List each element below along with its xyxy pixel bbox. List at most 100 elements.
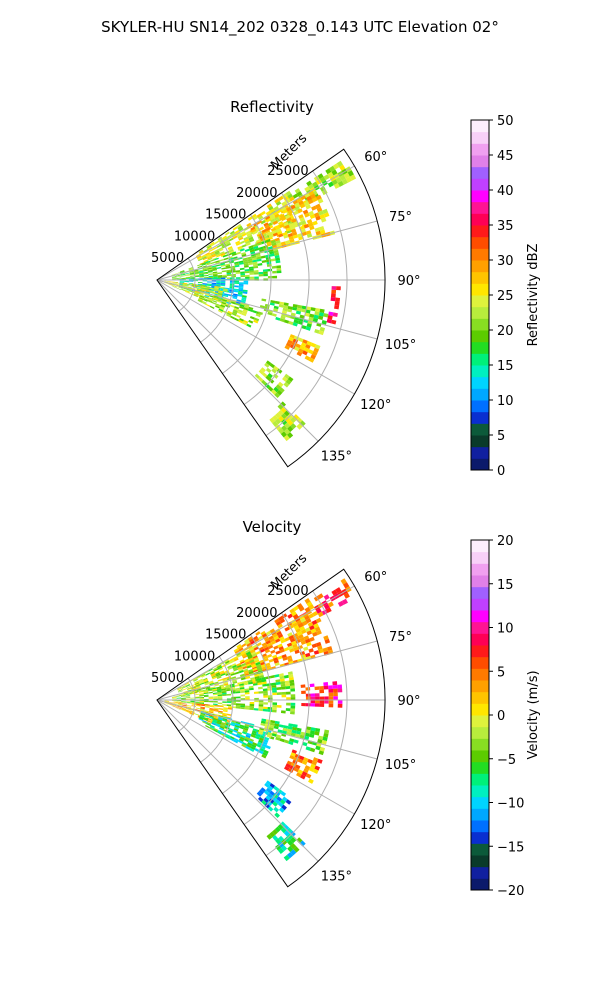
echo-cell: [303, 614, 310, 621]
echo-cell: [319, 700, 325, 704]
echo-cell: [232, 729, 238, 734]
colorbar-label: Velocity (m/s): [526, 670, 541, 759]
colorbar-swatch: [471, 586, 489, 599]
echo-cell: [318, 225, 325, 231]
colorbar-tick-label: 40: [497, 184, 514, 199]
echo-cell: [257, 215, 264, 221]
echo-cell: [243, 680, 249, 684]
echo-cell: [257, 741, 263, 746]
echo-cell: [282, 208, 288, 214]
echo-cell: [267, 706, 273, 710]
echo-cell: [227, 666, 233, 670]
echo-cell: [190, 277, 195, 279]
echo-cell: [180, 693, 186, 696]
echo-cell: [298, 755, 305, 761]
echo-cell: [216, 244, 222, 248]
echo-cell: [190, 700, 195, 702]
echo-cell: [326, 646, 333, 651]
echo-cell: [280, 431, 287, 438]
colorbar-swatch: [471, 563, 489, 576]
echo-cell: [180, 695, 186, 697]
colorbar-swatch: [471, 120, 489, 133]
echo-cell: [181, 287, 187, 290]
echo-cell: [213, 697, 218, 699]
echo-cell: [244, 705, 250, 708]
echo-cell: [227, 256, 233, 259]
echo-cell: [199, 682, 205, 686]
echo-cell: [187, 690, 193, 693]
echo-cell: [276, 265, 282, 269]
echo-cell: [235, 314, 241, 318]
echo-cell: [236, 223, 242, 229]
echo-cell: [258, 646, 264, 651]
colorbar-swatch: [471, 703, 489, 716]
echo-cell: [226, 722, 231, 725]
echo-cell: [195, 286, 201, 289]
echo-cell: [292, 724, 298, 728]
echo-cell: [221, 243, 227, 248]
echo-cell: [216, 676, 222, 680]
echo-cell: [239, 248, 245, 252]
echo-cell: [205, 713, 210, 716]
azimuth-tick-label: 90°: [397, 694, 420, 709]
echo-cell: [285, 240, 291, 245]
echo-cell: [288, 723, 294, 727]
echo-cell: [164, 282, 169, 285]
echo-cell: [205, 260, 211, 264]
echo-cell: [304, 312, 310, 317]
echo-cell: [258, 702, 264, 705]
echo-cell: [230, 315, 236, 320]
echo-cell: [313, 347, 320, 353]
echo-cell: [220, 283, 226, 285]
echo-cell: [209, 259, 215, 262]
echo-cell: [290, 685, 295, 689]
echo-cell: [271, 682, 277, 686]
echo-cell: [235, 687, 240, 691]
echo-cell: [181, 701, 186, 703]
echo-cell: [181, 275, 186, 277]
echo-cell: [279, 223, 285, 229]
range-tick-label: 10000: [174, 649, 215, 664]
echo-cell: [198, 271, 204, 274]
echo-cell: [248, 681, 253, 685]
echo-cell: [283, 319, 290, 324]
echo-cell: [254, 317, 260, 322]
echo-cell: [280, 681, 286, 685]
echo-cell: [181, 695, 186, 697]
colorbar-swatch: [471, 866, 489, 879]
echo-cell: [337, 684, 343, 689]
echo-cell: [288, 676, 294, 681]
echo-cell: [274, 392, 280, 399]
echo-cell: [269, 722, 275, 726]
echo-cell: [324, 696, 329, 700]
echo-cell: [181, 708, 186, 711]
echo-cell: [209, 704, 215, 707]
colorbar-swatch: [471, 213, 489, 226]
echo-cell: [191, 686, 197, 689]
echo-cell: [209, 241, 215, 246]
echo-cell: [177, 704, 183, 706]
echo-cell: [281, 730, 288, 735]
colorbar-swatch: [471, 621, 489, 634]
echo-cell: [248, 245, 254, 249]
colorbar-swatch: [471, 878, 489, 891]
echo-cell: [239, 659, 245, 663]
echo-cell: [208, 275, 214, 278]
echo-cell: [203, 694, 209, 697]
echo-cell: [275, 257, 281, 261]
echo-cell: [254, 247, 260, 252]
echo-cell: [213, 708, 219, 711]
echo-cell: [199, 276, 205, 278]
echo-cell: [319, 308, 325, 314]
echo-cell: [182, 704, 187, 706]
echo-cell: [193, 713, 199, 716]
echo-cell: [243, 668, 249, 672]
echo-cell: [205, 672, 211, 676]
velocity-sector: 50001000015000200002500060°75°90°105°120…: [151, 551, 421, 888]
echo-cell: [225, 263, 230, 266]
echo-cell: [247, 655, 253, 660]
echo-cell: [235, 271, 241, 274]
echo-cell: [287, 658, 293, 663]
echo-cell: [280, 407, 287, 414]
echo-cell: [241, 662, 247, 667]
